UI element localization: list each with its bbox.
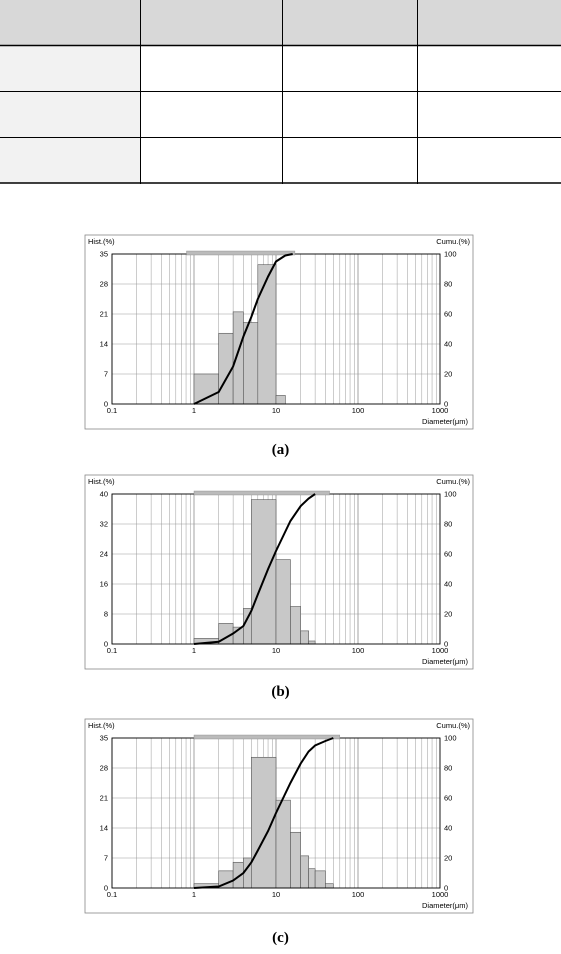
y-tick-label-left: 14 bbox=[100, 824, 108, 833]
histogram-bar bbox=[300, 630, 309, 645]
y-tick-label-left: 8 bbox=[104, 610, 108, 619]
y-tick-label-left: 16 bbox=[100, 580, 108, 589]
cumu-axis-label: Cumu.(%) bbox=[436, 721, 470, 730]
y-tick-label-right: 40 bbox=[444, 580, 452, 589]
hist-axis-label: Hist.(%) bbox=[88, 721, 115, 730]
y-tick-label-left: 28 bbox=[100, 280, 108, 289]
figure-caption-a: (a) bbox=[271, 442, 290, 458]
table-header-cell bbox=[418, 0, 561, 45]
data-table bbox=[0, 0, 561, 184]
x-tick-label: 1 bbox=[192, 646, 196, 655]
histogram-bar bbox=[308, 868, 316, 889]
y-tick-label-left: 7 bbox=[104, 370, 108, 379]
y-tick-label-right: 40 bbox=[444, 340, 452, 349]
range-bar bbox=[186, 250, 296, 256]
table-header-cell bbox=[283, 0, 417, 45]
y-tick-label-right: 20 bbox=[444, 370, 452, 379]
cumulative-line bbox=[193, 737, 334, 889]
histogram-bar bbox=[232, 311, 244, 405]
histogram-panel-a: 0 7 14 21 28 35 0 20 40 60 80 100 0.1 1 10 100 1000 Hist.… bbox=[84, 234, 474, 430]
x-tick-label: 10 bbox=[272, 890, 280, 899]
y-tick-label-right: 100 bbox=[444, 734, 457, 743]
y-tick-label-right: 100 bbox=[444, 250, 457, 259]
histogram-bar bbox=[251, 499, 277, 645]
histogram-bar bbox=[308, 640, 316, 645]
x-tick-label: 1000 bbox=[432, 890, 449, 899]
x-tick-label: 100 bbox=[352, 646, 365, 655]
histogram-bar bbox=[314, 870, 326, 889]
histogram-bar bbox=[290, 831, 301, 889]
figure-caption-b: (b) bbox=[271, 684, 290, 700]
y-tick-label-left: 7 bbox=[104, 854, 108, 863]
x-axis-label: Diameter(μm) bbox=[422, 901, 468, 910]
table-row-label-cell bbox=[0, 92, 140, 137]
y-tick-label-left: 0 bbox=[104, 400, 108, 409]
y-tick-label-right: 80 bbox=[444, 520, 452, 529]
histogram-chart-c: 0 7 14 21 28 35 0 20 40 60 80 100 0.1 1 10 100 1000 Hist.… bbox=[84, 718, 474, 914]
x-tick-label: 100 bbox=[352, 890, 365, 899]
y-tick-label-right: 60 bbox=[444, 550, 452, 559]
histogram-bar bbox=[325, 883, 334, 889]
histogram-bar bbox=[275, 799, 291, 889]
x-tick-label: 0.1 bbox=[107, 890, 117, 899]
y-tick-label-left: 0 bbox=[104, 640, 108, 649]
y-tick-label-left: 21 bbox=[100, 310, 108, 319]
x-tick-label: 1 bbox=[192, 406, 196, 415]
y-tick-label-left: 21 bbox=[100, 794, 108, 803]
histogram-bar bbox=[243, 322, 259, 405]
range-bar bbox=[193, 734, 341, 740]
y-tick-label-left: 14 bbox=[100, 340, 108, 349]
y-tick-label-right: 80 bbox=[444, 764, 452, 773]
y-tick-label-left: 35 bbox=[100, 734, 108, 743]
hist-axis-label: Hist.(%) bbox=[88, 237, 115, 246]
histogram-chart-b: 0 8 16 24 32 40 0 20 40 60 80 100 0.1 1 10 100 1000 Hist.… bbox=[84, 474, 474, 670]
x-tick-label: 0.1 bbox=[107, 406, 117, 415]
histogram-bar bbox=[300, 855, 309, 889]
table-row-label-cell bbox=[0, 138, 140, 183]
histogram-bar bbox=[275, 559, 291, 645]
x-tick-label: 100 bbox=[352, 406, 365, 415]
x-tick-label: 10 bbox=[272, 406, 280, 415]
y-tick-label-right: 0 bbox=[444, 400, 448, 409]
y-tick-label-left: 28 bbox=[100, 764, 108, 773]
histogram-panel-c: 0 7 14 21 28 35 0 20 40 60 80 100 0.1 1 10 100 1000 Hist.… bbox=[84, 718, 474, 914]
histogram-bar bbox=[275, 395, 286, 405]
x-tick-label: 1000 bbox=[432, 406, 449, 415]
y-tick-label-right: 20 bbox=[444, 610, 452, 619]
x-tick-label: 0.1 bbox=[107, 646, 117, 655]
x-axis-label: Diameter(μm) bbox=[422, 417, 468, 426]
y-tick-label-right: 20 bbox=[444, 854, 452, 863]
y-tick-label-left: 40 bbox=[100, 490, 108, 499]
y-tick-label-right: 0 bbox=[444, 640, 448, 649]
y-tick-label-left: 35 bbox=[100, 250, 108, 259]
y-tick-label-right: 100 bbox=[444, 490, 457, 499]
x-tick-label: 1 bbox=[192, 890, 196, 899]
y-tick-label-right: 80 bbox=[444, 280, 452, 289]
y-tick-label-left: 32 bbox=[100, 520, 108, 529]
y-tick-label-right: 60 bbox=[444, 310, 452, 319]
cumulative-line bbox=[193, 493, 316, 645]
x-axis-label: Diameter(μm) bbox=[422, 657, 468, 666]
x-tick-label: 10 bbox=[272, 646, 280, 655]
table-header-cell bbox=[141, 0, 282, 45]
histogram-panel-b: 0 8 16 24 32 40 0 20 40 60 80 100 0.1 1 10 100 1000 Hist.… bbox=[84, 474, 474, 670]
cumu-axis-label: Cumu.(%) bbox=[436, 237, 470, 246]
table-row-label-cell bbox=[0, 46, 140, 91]
cumu-axis-label: Cumu.(%) bbox=[436, 477, 470, 486]
histogram-bar bbox=[193, 373, 219, 405]
y-tick-label-right: 0 bbox=[444, 884, 448, 893]
y-tick-label-right: 40 bbox=[444, 824, 452, 833]
table-header-cell bbox=[0, 0, 140, 45]
hist-axis-label: Hist.(%) bbox=[88, 477, 115, 486]
cumulative-line bbox=[193, 253, 293, 405]
histogram-bar bbox=[257, 264, 277, 405]
y-tick-label-right: 60 bbox=[444, 794, 452, 803]
y-tick-label-left: 0 bbox=[104, 884, 108, 893]
range-bar bbox=[193, 490, 330, 496]
histogram-chart-a: 0 7 14 21 28 35 0 20 40 60 80 100 0.1 1 10 100 1000 Hist.… bbox=[84, 234, 474, 430]
x-tick-label: 1000 bbox=[432, 646, 449, 655]
figure-caption-c: (c) bbox=[272, 930, 289, 946]
y-tick-label-left: 24 bbox=[100, 550, 108, 559]
histogram-bar bbox=[290, 606, 301, 645]
